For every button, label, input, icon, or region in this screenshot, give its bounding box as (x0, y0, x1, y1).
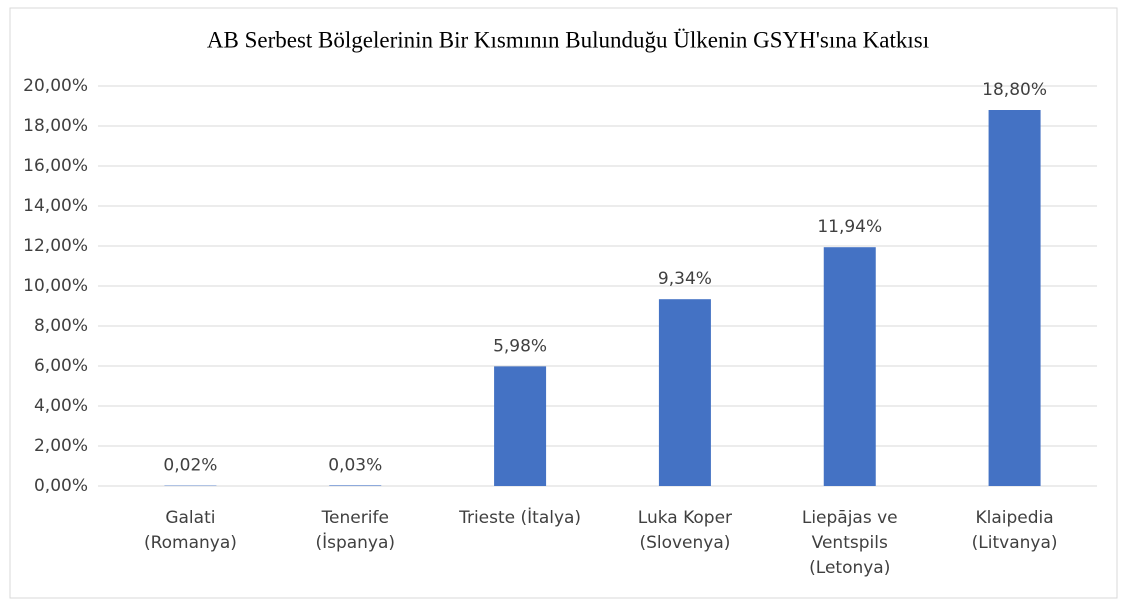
y-tick-label: 12,00% (23, 236, 88, 256)
x-tick-label: Tenerife (321, 508, 389, 528)
chart-title: AB Serbest Bölgelerinin Bir Kısmının Bul… (207, 27, 929, 52)
data-label: 9,34% (658, 269, 712, 289)
bar (988, 110, 1041, 486)
y-tick-label: 20,00% (23, 76, 88, 96)
bar (823, 247, 876, 486)
bar (329, 485, 382, 486)
y-tick-label: 2,00% (34, 436, 88, 456)
data-label: 18,80% (982, 80, 1047, 100)
x-tick-label: Liepājas ve (802, 508, 898, 528)
data-label: 11,94% (817, 217, 882, 237)
x-tick-label: (Letonya) (809, 558, 890, 578)
y-tick-label: 18,00% (23, 116, 88, 136)
x-tick-label: (Litvanya) (972, 533, 1058, 553)
bar (494, 366, 547, 486)
y-tick-label: 6,00% (34, 356, 88, 376)
x-tick-label: Trieste (İtalya) (458, 507, 581, 528)
x-tick-label: Klaipedia (975, 508, 1053, 528)
x-tick-label: Luka Koper (638, 508, 732, 528)
x-tick-label: Ventspils (812, 533, 888, 553)
x-tick-label: Galati (165, 508, 215, 528)
x-tick-label: (Slovenya) (639, 533, 730, 553)
data-label: 5,98% (493, 336, 547, 356)
y-tick-label: 0,00% (34, 476, 88, 496)
y-tick-label: 8,00% (34, 316, 88, 336)
x-tick-label: (İspanya) (315, 532, 395, 553)
y-tick-label: 4,00% (34, 396, 88, 416)
y-tick-label: 14,00% (23, 196, 88, 216)
data-label: 0,02% (163, 456, 217, 476)
bar (658, 299, 711, 486)
y-tick-label: 10,00% (23, 276, 88, 296)
data-label: 0,03% (328, 455, 382, 475)
chart-border (9, 7, 1118, 599)
x-tick-label: (Romanya) (144, 533, 237, 553)
y-tick-label: 16,00% (23, 156, 88, 176)
